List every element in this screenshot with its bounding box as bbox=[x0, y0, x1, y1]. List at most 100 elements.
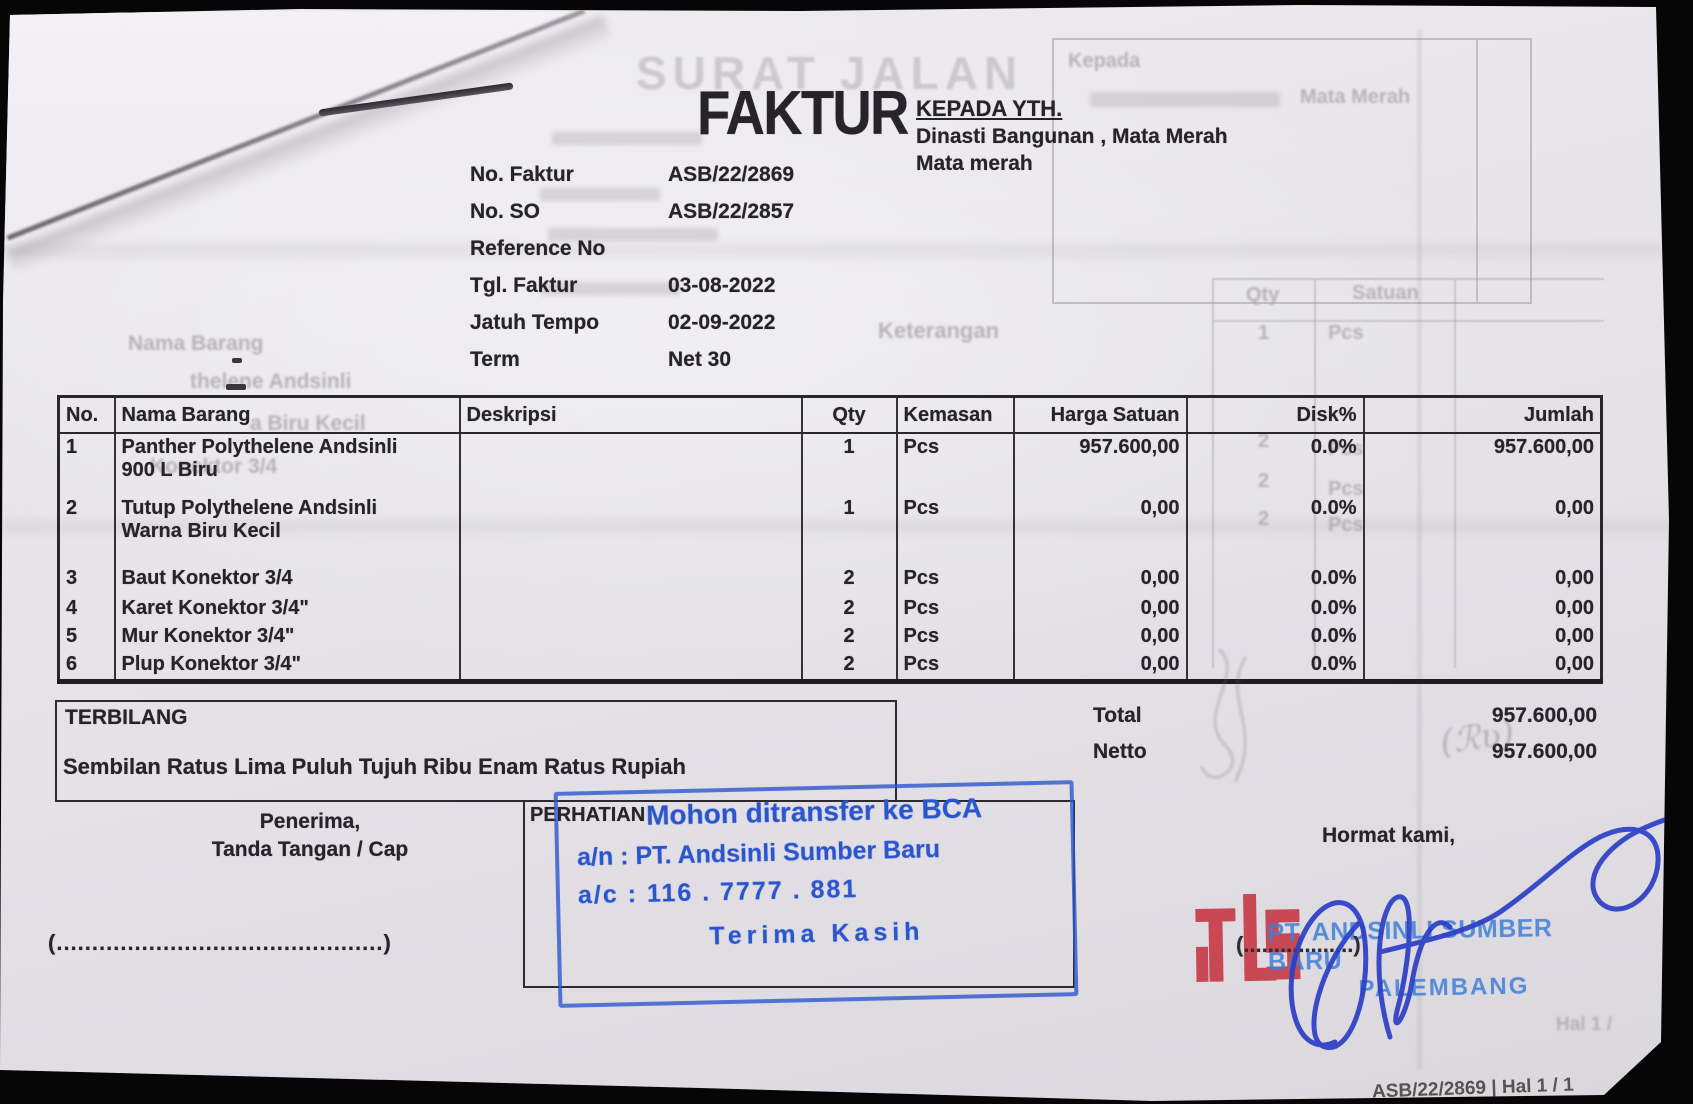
col-header-nama: Nama Barang bbox=[113, 396, 461, 434]
cell-no: 4 bbox=[57, 595, 116, 623]
bleedthrough-box-line bbox=[1476, 40, 1478, 302]
pen-mark bbox=[232, 358, 242, 363]
cell-disk: 0.0% bbox=[1185, 433, 1365, 495]
col-header-jumlah: Jumlah bbox=[1362, 396, 1603, 434]
footer-doc-reference: ASB/22/2869 | Hal 1 / 1 bbox=[1371, 1074, 1575, 1103]
cell-no: 5 bbox=[57, 623, 116, 651]
cell-kemasan: Pcs bbox=[895, 651, 1015, 681]
bank-stamp-line1: Mohon ditransfer ke BCA bbox=[645, 792, 983, 831]
recipient-heading: KEPADA YTH. bbox=[916, 96, 1063, 121]
perhatian-box bbox=[523, 800, 1075, 988]
cell-nama: Panther Polythelene Andsinli 900 L Biru bbox=[113, 433, 461, 495]
cell-deskripsi bbox=[458, 623, 803, 651]
cell-harga: 0,00 bbox=[1012, 623, 1188, 651]
cell-qty: 1 bbox=[800, 433, 898, 495]
cell-jumlah: 0,00 bbox=[1362, 595, 1603, 623]
cell-qty: 1 bbox=[800, 495, 898, 565]
item-row: 3 Baut Konektor 3/4 2 Pcs 0,00 0.0% 0,00 bbox=[57, 565, 1603, 595]
meta-label-reference-no: Reference No bbox=[470, 237, 606, 260]
cell-deskripsi bbox=[458, 565, 803, 595]
bank-stamp-line3: a/c : 116 . 7777 . 881 bbox=[577, 875, 859, 910]
cell-jumlah: 957.600,00 bbox=[1362, 433, 1603, 495]
tanda-tangan-label: Tanda Tangan / Cap bbox=[211, 838, 409, 861]
item-row: 6 Plup Konektor 3/4" 2 Pcs 0,00 0.0% 0,0… bbox=[57, 651, 1603, 681]
bleedthrough-mata-merah: Mata Merah bbox=[1300, 86, 1411, 108]
cell-no: 3 bbox=[57, 565, 116, 595]
bank-stamp-line2: a/n : PT. Andsinli Sumber Baru bbox=[576, 835, 941, 872]
meta-value-no-faktur: ASB/22/2869 bbox=[668, 163, 795, 186]
item-row: 2 Tutup Polythelene Andsinli Warna Biru … bbox=[57, 495, 1603, 565]
col-header-harga: Harga Satuan bbox=[1012, 396, 1188, 434]
netto-label: Netto bbox=[1093, 740, 1147, 763]
cell-harga: 0,00 bbox=[1012, 651, 1188, 681]
recipient-name: Dinasti Bangunan , Mata Merah bbox=[916, 125, 1228, 148]
table-header-row: No. Nama Barang Deskripsi Qty Kemasan Ha… bbox=[57, 396, 1603, 434]
cell-no: 2 bbox=[57, 495, 116, 565]
cell-kemasan: Pcs bbox=[895, 433, 1015, 495]
bleedthrough-satuan-header: Satuan bbox=[1352, 282, 1419, 304]
perhatian-label: PERHATIAN bbox=[530, 804, 646, 826]
cell-kemasan: Pcs bbox=[895, 565, 1015, 595]
handwritten-signature bbox=[1288, 814, 1669, 1050]
netto-value: 957.600,00 bbox=[1491, 740, 1597, 763]
bleedthrough-qty-header: Qty bbox=[1246, 284, 1280, 306]
terbilang-label: TERBILANG bbox=[65, 706, 188, 729]
signature-dotted-line-left: (.......................................… bbox=[48, 930, 392, 955]
items-table: No. Nama Barang Deskripsi Qty Kemasan Ha… bbox=[57, 395, 1603, 684]
bleedthrough-kepada: Kepada bbox=[1068, 50, 1141, 72]
terbilang-text: Sembilan Ratus Lima Puluh Tujuh Ribu Ena… bbox=[63, 754, 686, 779]
bleedthrough-page-number: Hal 1 / bbox=[1556, 1014, 1612, 1035]
bank-stamp-line4: Terima Kasih bbox=[709, 917, 925, 951]
item-row: 4 Karet Konektor 3/4" 2 Pcs 0,00 0.0% 0,… bbox=[57, 595, 1603, 623]
cell-disk: 0.0% bbox=[1185, 651, 1365, 681]
bleedthrough-bar bbox=[540, 282, 680, 295]
cell-kemasan: Pcs bbox=[895, 495, 1015, 565]
col-header-qty: Qty bbox=[800, 396, 898, 434]
col-header-disk: Disk% bbox=[1185, 396, 1365, 434]
cell-harga: 0,00 bbox=[1012, 595, 1188, 623]
meta-label-no-faktur: No. Faktur bbox=[470, 163, 574, 186]
cell-deskripsi bbox=[458, 433, 803, 495]
cell-jumlah: 0,00 bbox=[1362, 623, 1603, 651]
cell-kemasan: Pcs bbox=[895, 623, 1015, 651]
bleedthrough-bar bbox=[540, 188, 660, 201]
terbilang-box: TERBILANG Sembilan Ratus Lima Puluh Tuju… bbox=[55, 700, 897, 802]
cell-disk: 0.0% bbox=[1185, 595, 1365, 623]
meta-label-tgl-faktur: Tgl. Faktur bbox=[470, 274, 578, 297]
cell-harga: 0,00 bbox=[1012, 565, 1188, 595]
bleedthrough-keterangan: Keterangan bbox=[878, 318, 1000, 343]
meta-value-term: Net 30 bbox=[668, 348, 732, 371]
invoice-title: FAKTUR bbox=[697, 79, 909, 148]
cell-deskripsi bbox=[458, 495, 803, 565]
cell-deskripsi bbox=[458, 595, 803, 623]
bank-transfer-stamp: Mohon ditransfer ke BCA a/n : PT. Andsin… bbox=[553, 780, 1079, 1008]
cell-nama: Karet Konektor 3/4" bbox=[113, 595, 461, 623]
cell-disk: 0.0% bbox=[1185, 495, 1365, 565]
cell-disk: 0.0% bbox=[1185, 623, 1365, 651]
cell-qty: 2 bbox=[800, 595, 898, 623]
cell-deskripsi bbox=[458, 651, 803, 681]
bleedthrough-bar bbox=[548, 228, 718, 241]
cell-no: 6 bbox=[57, 651, 116, 681]
item-row: 1 Panther Polythelene Andsinli 900 L Bir… bbox=[57, 433, 1603, 495]
col-header-deskripsi: Deskripsi bbox=[458, 396, 803, 434]
cell-harga: 957.600,00 bbox=[1012, 433, 1188, 495]
pencil-scribble bbox=[1200, 648, 1247, 782]
bleedthrough-cell: 1 bbox=[1258, 322, 1270, 344]
bleedthrough-nama-barang: Nama Barang bbox=[128, 332, 264, 355]
meta-value-jatuh-tempo: 02-09-2022 bbox=[668, 311, 776, 334]
total-label: Total bbox=[1093, 704, 1142, 727]
total-value: 957.600,00 bbox=[1491, 704, 1597, 727]
paper-crease bbox=[0, 246, 1669, 260]
cell-nama: Plup Konektor 3/4" bbox=[113, 651, 461, 681]
cell-nama: Tutup Polythelene Andsinli Warna Biru Ke… bbox=[113, 495, 461, 565]
meta-label-no-so: No. SO bbox=[470, 200, 541, 223]
cell-nama: Baut Konektor 3/4 bbox=[113, 565, 461, 595]
cell-jumlah: 0,00 bbox=[1362, 651, 1603, 681]
cell-jumlah: 0,00 bbox=[1362, 565, 1603, 595]
cell-no: 1 bbox=[57, 433, 116, 495]
meta-label-jatuh-tempo: Jatuh Tempo bbox=[470, 311, 600, 334]
bleedthrough-bar bbox=[1090, 92, 1280, 107]
